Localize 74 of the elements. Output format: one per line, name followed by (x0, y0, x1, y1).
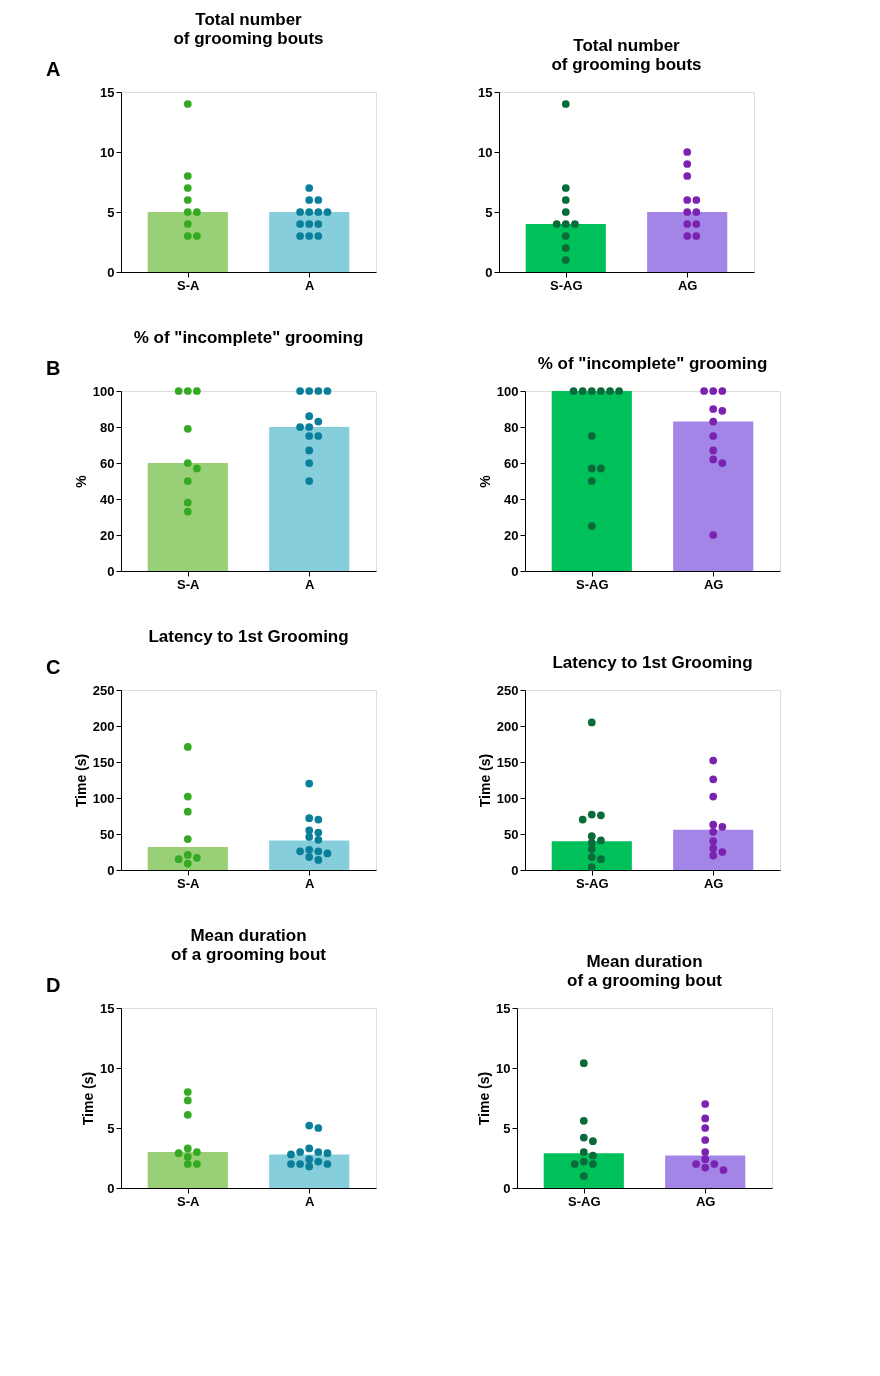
chart-title: Latency to 1st Grooming (552, 653, 753, 672)
y-tick-label: 60 (504, 455, 519, 471)
y-tick-label: 250 (496, 682, 519, 698)
x-tick-label: S-A (177, 1193, 201, 1209)
text: D (46, 974, 61, 996)
y-tick-label: 15 (496, 1000, 511, 1016)
y-tick-label: 0 (107, 862, 115, 878)
y-tick-label: 15 (478, 84, 493, 100)
y-tick-label: 50 (100, 826, 115, 842)
y-tick-label: 150 (92, 754, 115, 770)
y-tick-label: 20 (100, 527, 115, 543)
chart-title: Mean duration of a grooming bout (171, 926, 327, 964)
x-tick-label: S-AG (568, 1193, 601, 1209)
y-tick-label: 60 (100, 455, 115, 471)
y-tick-label: 0 (503, 1180, 511, 1196)
text: C (46, 656, 61, 678)
y-axis-title: Time (s) (80, 1071, 97, 1126)
x-tick-label: S-A (177, 277, 201, 293)
y-tick-label: 5 (107, 204, 115, 220)
chart-title: Total number of grooming bouts (173, 10, 324, 48)
x-tick-label: A (305, 1193, 316, 1209)
y-tick-label: 5 (485, 204, 493, 220)
y-tick-label: 200 (496, 718, 519, 734)
y-tick-label: 0 (107, 1180, 115, 1196)
y-tick-label: 0 (511, 862, 519, 878)
chart-title: Total number of grooming bouts (551, 36, 702, 74)
y-tick-label: 0 (107, 264, 115, 280)
y-tick-label: 100 (92, 790, 115, 806)
y-tick-label: 15 (100, 1000, 115, 1016)
y-tick-label: 100 (92, 383, 115, 399)
y-tick-label: 250 (92, 682, 115, 698)
y-tick-label: 40 (504, 491, 519, 507)
x-tick-label: S-A (177, 576, 201, 592)
y-tick-label: 50 (504, 826, 519, 842)
x-tick-label: S-AG (550, 277, 583, 293)
y-axis-title: Time (s) (476, 1071, 493, 1126)
y-axis-title: Time (s) (72, 753, 89, 808)
chart-title: % of "incomplete" grooming (537, 354, 768, 373)
y-tick-label: 15 (100, 84, 115, 100)
chart-title: Mean duration of a grooming bout (567, 952, 723, 990)
y-axis-title: Time (s) (476, 753, 493, 808)
x-tick-label: AG (695, 1193, 716, 1209)
y-tick-label: 0 (107, 563, 115, 579)
y-tick-label: 5 (503, 1120, 511, 1136)
text: A (46, 58, 61, 80)
y-tick-label: 10 (100, 144, 115, 160)
chart-title: Latency to 1st Grooming (148, 627, 349, 646)
y-tick-label: 0 (511, 563, 519, 579)
x-tick-label: AG (703, 576, 724, 592)
y-tick-label: 80 (504, 419, 519, 435)
y-tick-label: 10 (100, 1060, 115, 1076)
x-tick-label: AG (677, 277, 698, 293)
x-tick-label: S-AG (576, 576, 609, 592)
y-tick-label: 100 (496, 790, 519, 806)
x-tick-label: A (305, 277, 316, 293)
chart-title: % of "incomplete" grooming (133, 328, 364, 347)
y-tick-label: 100 (496, 383, 519, 399)
y-tick-label: 10 (496, 1060, 511, 1076)
y-tick-label: 150 (496, 754, 519, 770)
y-tick-label: 0 (485, 264, 493, 280)
y-tick-label: 80 (100, 419, 115, 435)
y-axis-title: % (72, 474, 89, 488)
y-axis-title: % (476, 474, 493, 488)
x-tick-label: S-AG (576, 875, 609, 891)
y-tick-label: 20 (504, 527, 519, 543)
y-tick-label: 200 (92, 718, 115, 734)
text: B (46, 357, 61, 379)
x-tick-label: AG (703, 875, 724, 891)
x-tick-label: S-A (177, 875, 201, 891)
y-tick-label: 40 (100, 491, 115, 507)
x-tick-label: A (305, 875, 316, 891)
x-tick-label: A (305, 576, 316, 592)
y-tick-label: 10 (478, 144, 493, 160)
y-tick-label: 5 (107, 1120, 115, 1136)
